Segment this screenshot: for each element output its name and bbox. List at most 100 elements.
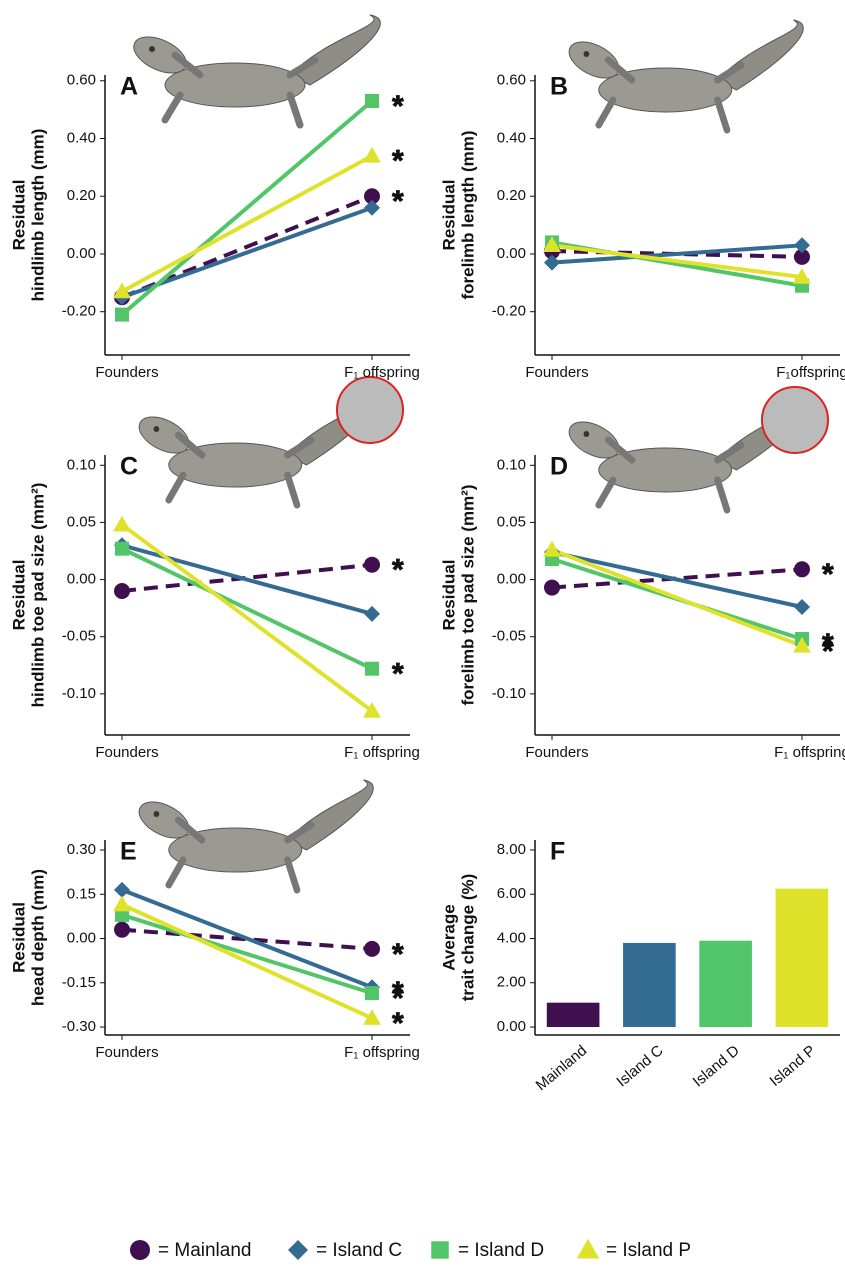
significance-mark: * [392,1007,404,1040]
marker [365,986,379,1000]
x-tick-label: Founders [525,744,588,761]
bar [776,889,829,1027]
marker [365,662,379,676]
x-tick-label: Island D [690,1042,743,1091]
series-line [122,156,372,292]
zoom-inset [762,387,828,453]
y-tick-label: 6.00 [497,885,526,902]
marker [115,308,129,322]
marker [364,606,380,622]
y-axis-label: head depth (mm) [28,869,47,1006]
bar [699,941,752,1027]
significance-mark: * [822,635,834,668]
y-tick-label: -0.05 [492,628,526,645]
y-tick-label: 0.60 [497,72,526,89]
y-tick-label: 0.00 [67,245,96,262]
y-tick-label: 4.00 [497,929,526,946]
legend-label: = Mainland [158,1240,251,1261]
significance-mark: * [392,90,404,123]
bar [623,943,676,1027]
series-line [122,525,372,711]
panel-label: D [550,453,568,481]
y-tick-label: -0.20 [492,303,526,320]
x-tick-label: F₁ offspring [774,744,845,761]
x-tick-label: Founders [95,744,158,761]
y-tick-label: 0.40 [497,129,526,146]
series-line [122,545,372,614]
marker [365,94,379,108]
y-tick-label: 0.15 [67,885,96,902]
x-tick-label: Founders [95,1044,158,1061]
y-tick-label: 0.20 [67,187,96,204]
marker [364,557,380,573]
significance-mark: * [392,554,404,587]
y-tick-label: 0.60 [67,72,96,89]
marker [543,541,561,557]
marker [431,1241,449,1259]
marker [114,583,130,599]
y-axis-label: forelimb toe pad size (mm²) [458,484,477,705]
y-tick-label: 0.00 [497,1018,526,1035]
marker [577,1239,600,1259]
y-axis-label: Average [439,904,458,970]
series-line [122,905,372,1019]
marker [115,542,129,556]
y-tick-label: 0.05 [497,513,526,530]
y-axis-label: Residual [439,560,458,631]
marker [113,516,131,532]
panel-label: A [120,73,138,101]
y-tick-label: -0.10 [492,685,526,702]
y-tick-label: 8.00 [497,841,526,858]
marker [364,941,380,957]
marker [794,237,810,253]
significance-mark: * [392,185,404,218]
lizard-illustration [564,20,803,130]
marker [544,580,560,596]
lizard-illustration [134,780,373,890]
x-tick-label: Island C [613,1042,666,1091]
significance-mark: * [392,145,404,178]
x-tick-label: Founders [525,364,588,381]
y-axis-label: hindlimb toe pad size (mm²) [28,483,47,708]
marker [113,282,131,298]
marker [363,147,381,163]
y-tick-label: 0.00 [67,571,96,588]
panel-label: E [120,838,137,866]
marker [794,599,810,615]
y-tick-label: 0.00 [67,930,96,947]
x-tick-label: F₁offspring [776,364,845,381]
y-tick-label: 0.00 [497,245,526,262]
x-tick-label: Mainland [533,1042,591,1094]
y-axis-label: Residual [9,560,28,631]
x-tick-label: F₁ offspring [344,1044,420,1061]
significance-mark: * [392,938,404,971]
series-line [122,101,372,315]
y-tick-label: 0.00 [497,571,526,588]
x-tick-label: F₁ offspring [344,744,420,761]
series-line [122,915,372,993]
x-tick-label: F₁ offspring [344,364,420,381]
y-axis-label: Residual [9,902,28,973]
x-tick-label: Founders [95,364,158,381]
bar [547,1003,600,1027]
marker [114,882,130,898]
panel-label: F [550,838,565,866]
y-tick-label: -0.10 [62,685,96,702]
marker [113,896,131,912]
zoom-inset [337,377,403,443]
legend-label: = Island P [606,1240,691,1261]
y-tick-label: 0.30 [67,841,96,858]
marker [544,255,560,271]
y-tick-label: 0.05 [67,513,96,530]
legend-label: = Island D [458,1240,544,1261]
marker [114,922,130,938]
figure: -0.200.000.200.400.60Residualhindlimb le… [0,0,845,1266]
y-tick-label: 0.10 [67,456,96,473]
significance-mark: * [822,558,834,591]
y-axis-label: Residual [9,180,28,251]
x-tick-label: Island P [767,1042,819,1090]
y-tick-label: -0.05 [62,628,96,645]
marker [130,1240,150,1260]
marker [364,200,380,216]
panel-label: C [120,453,138,481]
